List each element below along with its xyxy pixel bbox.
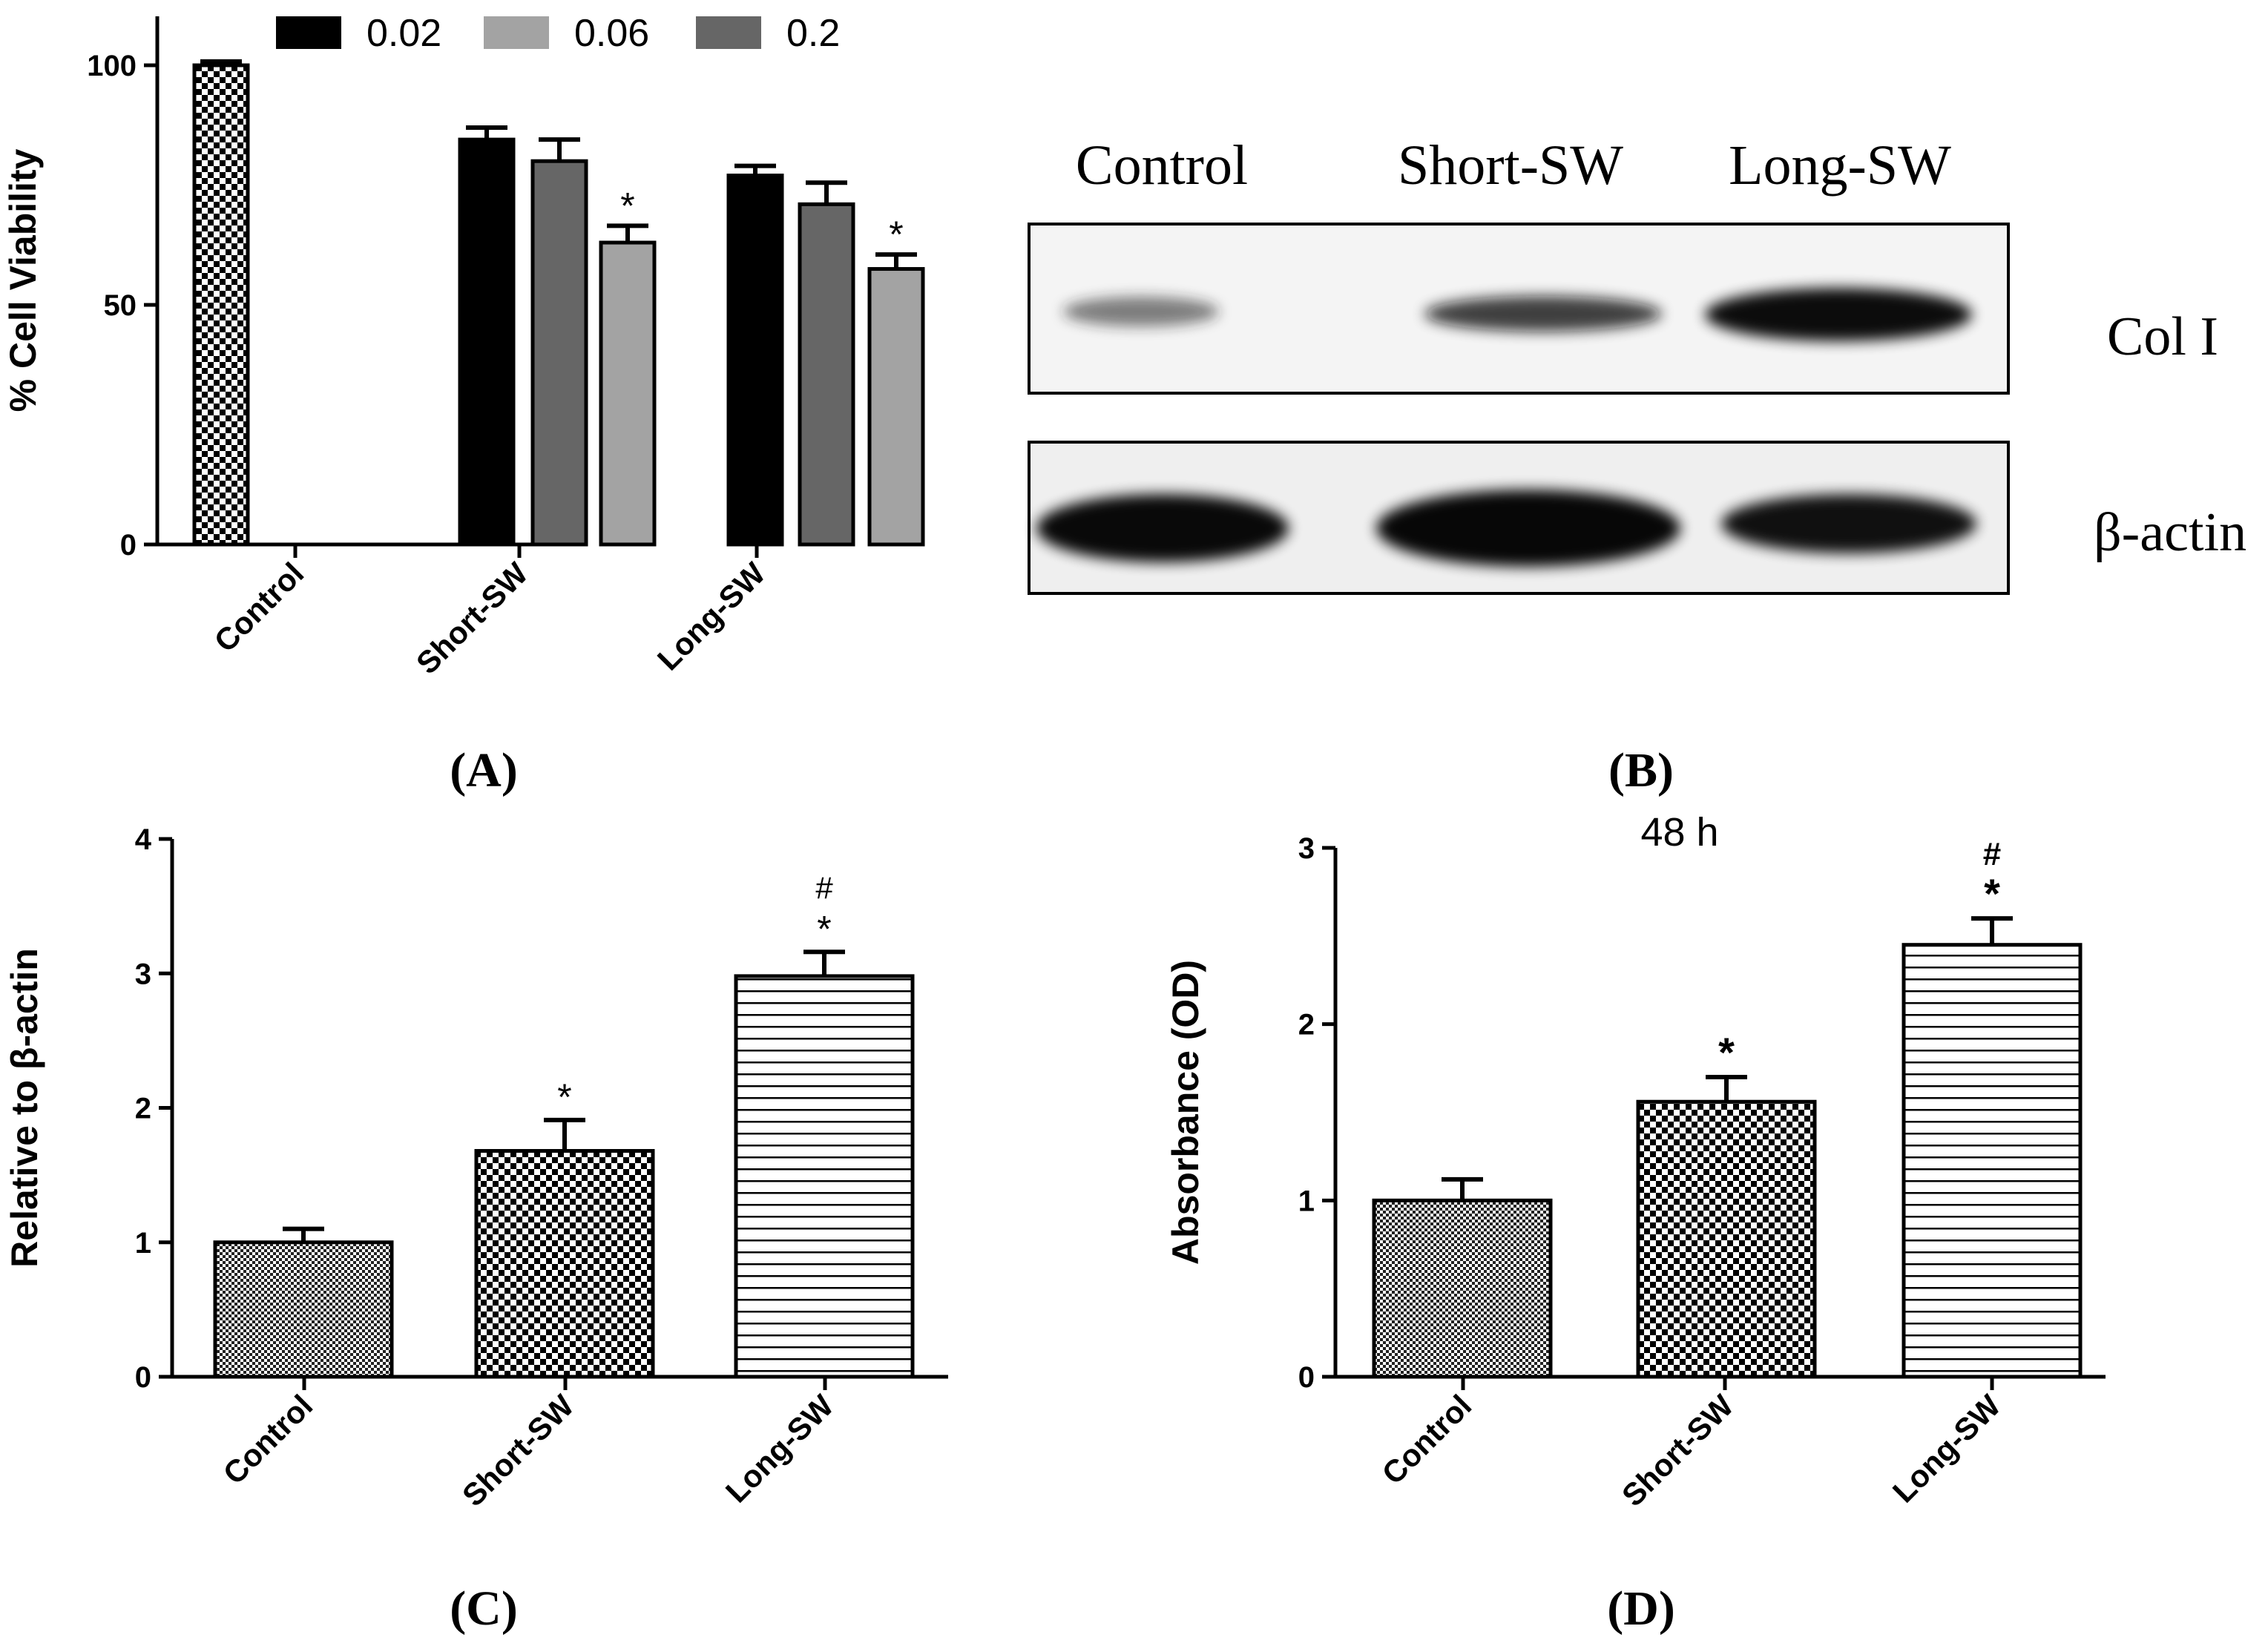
y-tick-label: 1 [1298, 1185, 1315, 1217]
significance-marker: * [1984, 870, 2000, 917]
bar [726, 174, 784, 547]
legend-label: 0.06 [574, 12, 649, 55]
blot-row-label-beta-actin: β-actin [2094, 502, 2246, 563]
significance-marker: # [815, 870, 833, 905]
panel-c-chart: 0 1 2 3 4 Relative to β-actin Control Short-SW L… [4, 823, 948, 1513]
bar [867, 267, 925, 547]
panel-a-chart: 0 50 100 % Cell Viability Control Short-SW Lon… [2, 12, 925, 681]
bar [530, 159, 588, 547]
x-tick-label: Control [208, 556, 311, 659]
blot-bands-col-i [1063, 288, 1972, 341]
bar [1636, 1099, 1817, 1379]
y-tick-label: 4 [135, 823, 152, 856]
chart-title: 48 h [1640, 810, 1718, 855]
x-tick-label: Control [1375, 1388, 1479, 1491]
legend-label: 0.02 [367, 12, 441, 55]
y-axis-label: Relative to β-actin [4, 948, 45, 1268]
panel-c-label: (C) [450, 1581, 518, 1636]
y-tick-label: 2 [1298, 1009, 1315, 1041]
blot-lane-label-control: Control [1076, 134, 1248, 197]
x-tick-label: Short-SW [410, 556, 535, 681]
bar [1372, 1198, 1553, 1379]
y-tick-label: 2 [135, 1093, 151, 1125]
y-tick-label: 3 [135, 958, 151, 990]
blot-bands-beta-actin [1036, 490, 1976, 567]
y-tick-label: 50 [104, 289, 137, 322]
bar [192, 63, 250, 547]
band-beta-actin-control [1036, 494, 1289, 562]
bar [599, 240, 657, 547]
x-tick-label: Long-SW [1886, 1388, 2008, 1510]
y-axis-label: Absorbance (OD) [1165, 960, 1206, 1265]
band-beta-actin-short-sw [1376, 490, 1680, 567]
panel-d-chart: 0 1 2 3 Absorbance (OD) Control Short-SW Long-S… [1165, 810, 2106, 1513]
band-col-i-long-sw [1705, 288, 1972, 341]
legend-label: 0.2 [786, 12, 840, 55]
legend-swatch [484, 16, 549, 49]
panel-b-label: (B) [1608, 743, 1674, 797]
band-beta-actin-long-sw [1721, 494, 1976, 553]
significance-marker: * [620, 185, 634, 226]
bar [798, 202, 855, 547]
x-tick-label: Long-SW [651, 556, 772, 677]
blot-lane-label-long-sw: Long-SW [1729, 134, 1951, 197]
legend-swatch [276, 16, 341, 49]
y-tick-label: 0 [1298, 1361, 1315, 1394]
y-tick-label: 3 [1298, 832, 1315, 865]
panel-d-label: (D) [1607, 1581, 1675, 1636]
x-tick-label: Control [217, 1388, 320, 1491]
band-col-i-short-sw [1424, 296, 1662, 332]
y-tick-label: 0 [120, 529, 137, 562]
legend-swatch [696, 16, 761, 49]
y-axis-label: % Cell Viability [2, 148, 44, 412]
bar [213, 1240, 394, 1379]
panel-a-label: (A) [450, 743, 518, 797]
y-tick-label: 0 [135, 1361, 151, 1394]
significance-marker: * [817, 908, 831, 949]
significance-marker: # [1983, 836, 2001, 872]
y-tick-label: 1 [135, 1227, 151, 1260]
x-tick-label: Short-SW [1615, 1388, 1741, 1513]
panel-b-western-blot: Control Short-SW Long-SW Col I β-actin [1028, 134, 2246, 595]
band-col-i-control [1063, 297, 1219, 326]
y-tick-label: 100 [87, 50, 137, 82]
bar [474, 1149, 655, 1379]
significance-marker: * [889, 214, 903, 255]
bar [1901, 943, 2083, 1379]
significance-marker: * [1718, 1029, 1735, 1076]
x-tick-label: Long-SW [719, 1388, 841, 1510]
blot-lane-label-short-sw: Short-SW [1398, 134, 1623, 197]
bar [734, 974, 915, 1379]
bar [458, 137, 516, 547]
significance-marker: * [557, 1076, 571, 1118]
blot-row-label-col-i: Col I [2107, 306, 2218, 367]
x-tick-label: Short-SW [456, 1388, 581, 1513]
